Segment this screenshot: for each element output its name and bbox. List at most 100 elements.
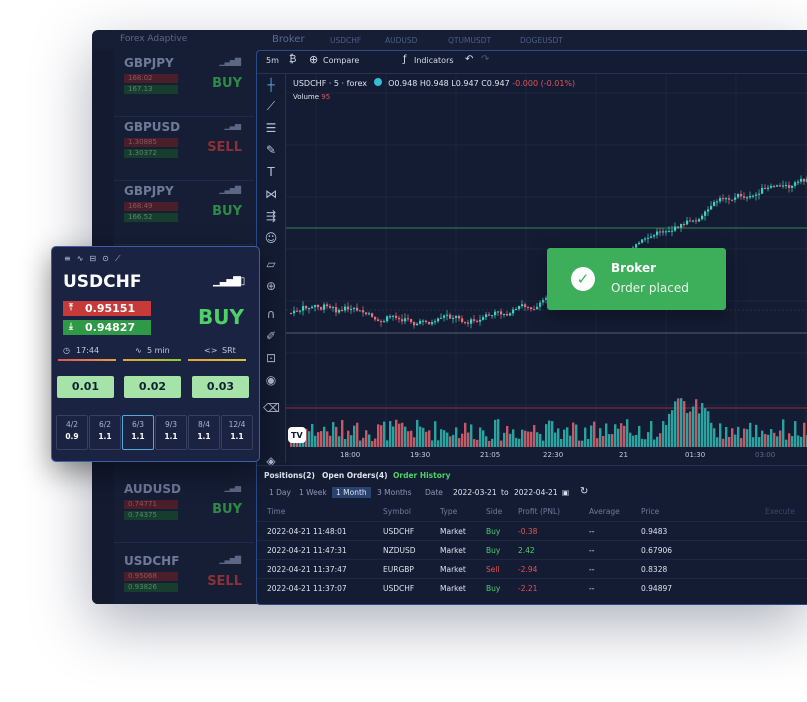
lot-button[interactable]: 0.03 (192, 376, 249, 398)
volume-bar (704, 408, 707, 447)
ruler-icon[interactable]: ▱ (266, 257, 276, 271)
candle-body (767, 187, 770, 189)
eye-icon[interactable]: ◉ (265, 373, 277, 387)
compare-button[interactable]: Compare (323, 56, 360, 65)
redo-icon[interactable]: ↷ (481, 54, 490, 65)
measure-lines-icon[interactable]: ⇶ (265, 209, 277, 223)
watchlist-item[interactable]: AUDUSD ▁▃▅ 0.74771 0.74375 BUY (114, 478, 254, 543)
crosshair-icon[interactable]: ┼ (267, 78, 275, 92)
date-to[interactable]: 2022-04-21 (514, 488, 558, 497)
volume-bar (485, 436, 488, 447)
lot-button[interactable]: 0.02 (124, 376, 181, 398)
leverage-option[interactable]: 12/4 1.1 (221, 415, 253, 450)
zoom-icon[interactable]: ⊕ (265, 279, 277, 293)
volume-bar (455, 427, 458, 447)
interval-button[interactable]: 5m (266, 56, 279, 65)
leverage-option[interactable]: 6/2 1.1 (89, 415, 121, 450)
tab-open-orders[interactable]: Open Orders(4) (322, 471, 388, 480)
candle-body (530, 307, 533, 310)
leverage-option[interactable]: 4/2 0.9 (56, 415, 88, 450)
undo-icon[interactable]: ↶ (465, 54, 474, 65)
volume-bar (608, 434, 611, 447)
candle-body (308, 308, 311, 310)
watchlist-item[interactable]: GBPUSD ▁▃▅ 1.30885 1.30372 SELL (114, 116, 254, 181)
magnet-icon[interactable]: ∩ (266, 307, 276, 321)
leverage-bottom: 1.1 (197, 432, 211, 441)
date-to-label: to (501, 488, 509, 497)
symbol-tab[interactable]: QTUMUSDT (448, 36, 492, 45)
code-icon: <> (204, 346, 218, 355)
filter-1-month[interactable]: 1 Month (332, 487, 371, 498)
table-row[interactable]: 2022-04-21 11:37:07 USDCHF Market Buy -2… (257, 578, 807, 598)
date-from[interactable]: 2022-03-21 (453, 488, 497, 497)
candle-body (803, 178, 806, 182)
filter-3-months[interactable]: 3 Months (377, 488, 412, 497)
ask-price-button[interactable]: ⤒ 0.95151 (63, 301, 151, 316)
trash-icon[interactable]: ⌫ (263, 401, 280, 415)
watchlist-side: SELL (207, 140, 242, 155)
volume-bar (377, 424, 380, 447)
volume-bar (479, 427, 482, 447)
symbol-tab[interactable]: DOGEUSDT (520, 36, 563, 45)
emoji-icon[interactable]: ☺ (264, 231, 278, 245)
candle-body (797, 181, 800, 183)
leverage-option[interactable]: 6/3 1.1 (122, 415, 154, 450)
candle-body (371, 313, 374, 317)
row-average: -- (589, 546, 595, 555)
filter-1-week[interactable]: 1 Week (299, 488, 327, 497)
watchlist-side: BUY (212, 502, 242, 517)
volume-bar (524, 430, 527, 447)
volume-bar (755, 424, 758, 447)
indicators-button[interactable]: Indicators (414, 56, 454, 65)
candle-body (695, 220, 698, 222)
card-tool-icons[interactable]: ≡∿⊟⊙⟋ (64, 254, 127, 263)
candle-type-icon[interactable]: ₿ (289, 54, 297, 65)
leverage-bottom: 1.1 (131, 432, 145, 441)
horizontal-lines-icon[interactable]: ☰ (265, 121, 277, 135)
volume-bar (458, 438, 461, 447)
volume-bar (725, 426, 728, 447)
volume-bar (515, 437, 518, 447)
volume-bar (740, 438, 743, 447)
tab-order-history[interactable]: Order History (393, 471, 451, 480)
watchlist-item[interactable]: GBPJPY ▁▃▅▇ 168.02 167.13 BUY (114, 52, 254, 117)
refresh-icon[interactable]: ↻ (580, 486, 589, 497)
volume-bar (728, 436, 731, 447)
candle-body (773, 185, 776, 187)
pattern-icon[interactable]: ⋈ (265, 187, 277, 201)
lock-drawing-icon[interactable]: ✐ (265, 329, 277, 343)
symbol-tab[interactable]: USDCHF (330, 36, 362, 45)
candle-body (314, 305, 317, 307)
lot-button[interactable]: 0.01 (57, 376, 114, 398)
table-row[interactable]: 2022-04-21 11:37:47 EURGBP Market Sell -… (257, 559, 807, 579)
unlock-icon[interactable]: ⊡ (265, 351, 277, 365)
candle-body (332, 307, 335, 309)
watchlist-item[interactable]: USDCHF ▁▃▅▇ 0.95068 0.93826 SELL (114, 550, 254, 604)
volume-bar (710, 422, 713, 447)
layers-icon[interactable]: ◈ (266, 454, 276, 468)
tab-positions[interactable]: Positions(2) (264, 471, 315, 480)
indicators-icon[interactable]: ƒ (403, 54, 407, 65)
leverage-option[interactable]: 9/3 1.1 (155, 415, 187, 450)
bid-price-button[interactable]: ⤓ 0.94827 (63, 320, 151, 335)
symbol-tab[interactable]: AUDUSD (385, 36, 418, 45)
candle-body (518, 306, 521, 310)
calendar-icon[interactable]: ▣ (562, 488, 570, 497)
volume-bar (350, 435, 353, 447)
table-row[interactable]: 2022-04-21 11:47:31 NZDUSD Market Buy 2.… (257, 540, 807, 560)
candle-body (704, 211, 707, 216)
leverage-top: 12/4 (228, 420, 246, 429)
candle-body (479, 319, 482, 322)
leverage-option[interactable]: 8/4 1.1 (188, 415, 220, 450)
compare-icon[interactable]: ⊕ (309, 53, 319, 66)
filter-1-day[interactable]: 1 Day (269, 488, 291, 497)
text-icon[interactable]: T (267, 165, 275, 179)
order-toast[interactable]: ✓ Broker Order placed (547, 248, 726, 310)
pen-icon[interactable]: ✎ (265, 143, 277, 157)
broker-tab[interactable]: Broker (272, 34, 305, 45)
volume-bar (758, 437, 761, 447)
table-row[interactable]: 2022-04-21 11:48:01 USDCHF Market Buy -0… (257, 521, 807, 541)
volume-bar (548, 420, 551, 447)
trendline-icon[interactable]: ⟋ (266, 99, 276, 113)
watchlist-item[interactable]: GBPJPY ▁▃▅▇ 168.49 166.52 BUY (114, 180, 254, 245)
